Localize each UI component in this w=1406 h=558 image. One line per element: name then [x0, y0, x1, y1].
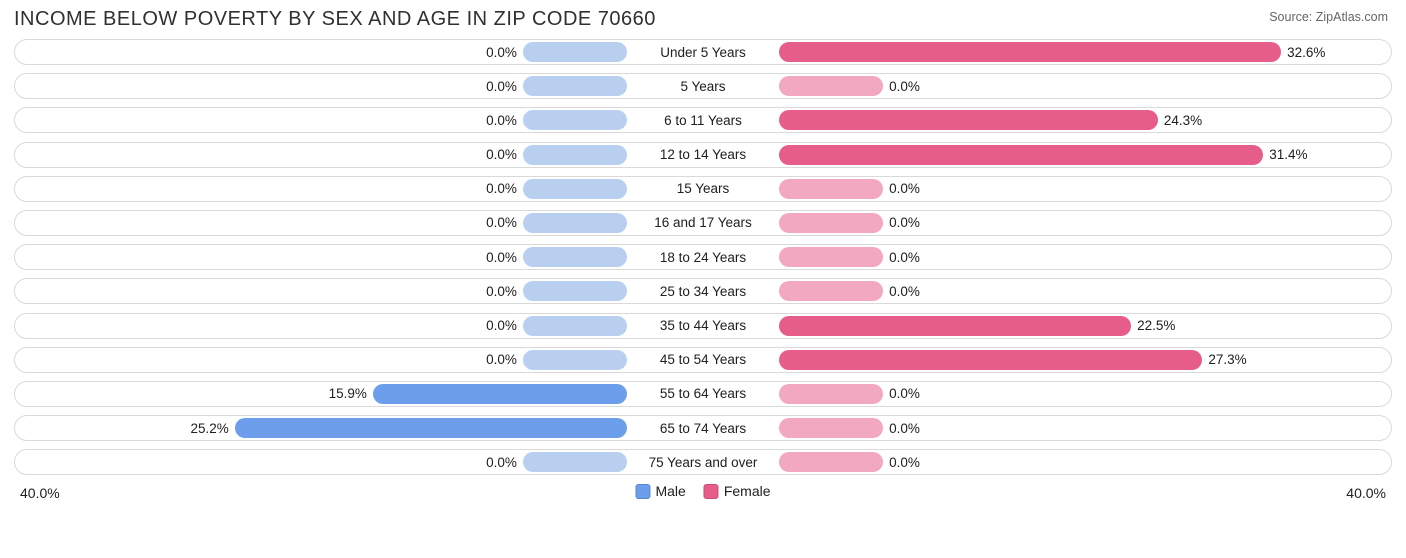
bar-female [779, 110, 1158, 130]
row-age-label: 65 to 74 Years [609, 416, 797, 440]
bar-female-base [779, 247, 883, 267]
chart-row: 5 Years 0.0% 0.0% [14, 73, 1392, 99]
legend-swatch-male [635, 484, 650, 499]
row-age-label: 16 and 17 Years [609, 211, 797, 235]
legend-male: Male [635, 483, 685, 499]
pct-label-male: 0.0% [486, 177, 517, 201]
bar-female [779, 145, 1263, 165]
row-age-label: 12 to 14 Years [609, 143, 797, 167]
chart-row: 35 to 44 Years 0.0% 22.5% [14, 313, 1392, 339]
bar-female-base [779, 281, 883, 301]
pct-label-female: 31.4% [1269, 143, 1307, 167]
bar-female-base [779, 179, 883, 199]
pct-label-male: 0.0% [486, 211, 517, 235]
row-age-label: 5 Years [609, 74, 797, 98]
pct-label-female: 0.0% [889, 245, 920, 269]
bar-female-base [779, 384, 883, 404]
row-age-label: Under 5 Years [609, 40, 797, 64]
bar-female [779, 350, 1202, 370]
pct-label-female: 0.0% [889, 177, 920, 201]
bar-male-base [523, 42, 627, 62]
bar-male [373, 384, 627, 404]
pct-label-male: 0.0% [486, 279, 517, 303]
bar-male-base [523, 76, 627, 96]
bar-male-base [523, 110, 627, 130]
pct-label-female: 0.0% [889, 74, 920, 98]
chart-row: 75 Years and over 0.0% 0.0% [14, 449, 1392, 475]
row-age-label: 55 to 64 Years [609, 382, 797, 406]
pct-label-female: 0.0% [889, 416, 920, 440]
pct-label-male: 25.2% [191, 416, 229, 440]
chart-row: 16 and 17 Years 0.0% 0.0% [14, 210, 1392, 236]
bar-male-base [523, 316, 627, 336]
pct-label-male: 15.9% [329, 382, 367, 406]
pct-label-male: 0.0% [486, 314, 517, 338]
row-age-label: 45 to 54 Years [609, 348, 797, 372]
bar-female [779, 42, 1281, 62]
pct-label-female: 0.0% [889, 279, 920, 303]
pct-label-male: 0.0% [486, 74, 517, 98]
chart-footer: 40.0% Male Female 40.0% [14, 481, 1392, 511]
pct-label-female: 24.3% [1164, 108, 1202, 132]
row-age-label: 18 to 24 Years [609, 245, 797, 269]
axis-max-right: 40.0% [1346, 485, 1386, 501]
bar-female [779, 316, 1131, 336]
bar-male-base [523, 179, 627, 199]
chart-row: 15 Years 0.0% 0.0% [14, 176, 1392, 202]
pct-label-female: 27.3% [1208, 348, 1246, 372]
bar-female-base [779, 418, 883, 438]
chart-row: 25 to 34 Years 0.0% 0.0% [14, 278, 1392, 304]
chart-row: 55 to 64 Years 15.9% 0.0% [14, 381, 1392, 407]
pct-label-male: 0.0% [486, 245, 517, 269]
legend-label-female: Female [724, 483, 771, 499]
row-age-label: 75 Years and over [609, 450, 797, 474]
chart-title: INCOME BELOW POVERTY BY SEX AND AGE IN Z… [14, 8, 1392, 31]
chart-area: Under 5 Years0.0%32.6%5 Years0.0%0.0%6 t… [14, 39, 1392, 475]
bar-male-base [523, 247, 627, 267]
axis-max-left: 40.0% [20, 485, 60, 501]
bar-female-base [779, 76, 883, 96]
chart-row: 12 to 14 Years 0.0% 31.4% [14, 142, 1392, 168]
pct-label-female: 0.0% [889, 450, 920, 474]
chart-row: 18 to 24 Years 0.0% 0.0% [14, 244, 1392, 270]
row-age-label: 35 to 44 Years [609, 314, 797, 338]
legend-label-male: Male [655, 483, 685, 499]
pct-label-male: 0.0% [486, 348, 517, 372]
chart-row: Under 5 Years 0.0% 32.6% [14, 39, 1392, 65]
bar-male-base [523, 281, 627, 301]
legend-swatch-female [704, 484, 719, 499]
pct-label-female: 32.6% [1287, 40, 1325, 64]
row-age-label: 25 to 34 Years [609, 279, 797, 303]
legend-female: Female [704, 483, 771, 499]
chart-row: 6 to 11 Years 0.0% 24.3% [14, 107, 1392, 133]
bar-male-base [523, 452, 627, 472]
chart-row: 45 to 54 Years 0.0% 27.3% [14, 347, 1392, 373]
row-age-label: 15 Years [609, 177, 797, 201]
bar-male-base [523, 213, 627, 233]
pct-label-female: 0.0% [889, 382, 920, 406]
row-age-label: 6 to 11 Years [609, 108, 797, 132]
bar-female-base [779, 452, 883, 472]
bar-female-base [779, 213, 883, 233]
chart-row: 65 to 74 Years 25.2% 0.0% [14, 415, 1392, 441]
pct-label-female: 0.0% [889, 211, 920, 235]
bar-male-base [523, 350, 627, 370]
bar-male-base [523, 145, 627, 165]
legend: Male Female [635, 483, 770, 499]
pct-label-male: 0.0% [486, 143, 517, 167]
pct-label-male: 0.0% [486, 450, 517, 474]
source-attribution: Source: ZipAtlas.com [1269, 10, 1388, 24]
pct-label-male: 0.0% [486, 108, 517, 132]
pct-label-female: 22.5% [1137, 314, 1175, 338]
pct-label-male: 0.0% [486, 40, 517, 64]
bar-male [235, 418, 627, 438]
